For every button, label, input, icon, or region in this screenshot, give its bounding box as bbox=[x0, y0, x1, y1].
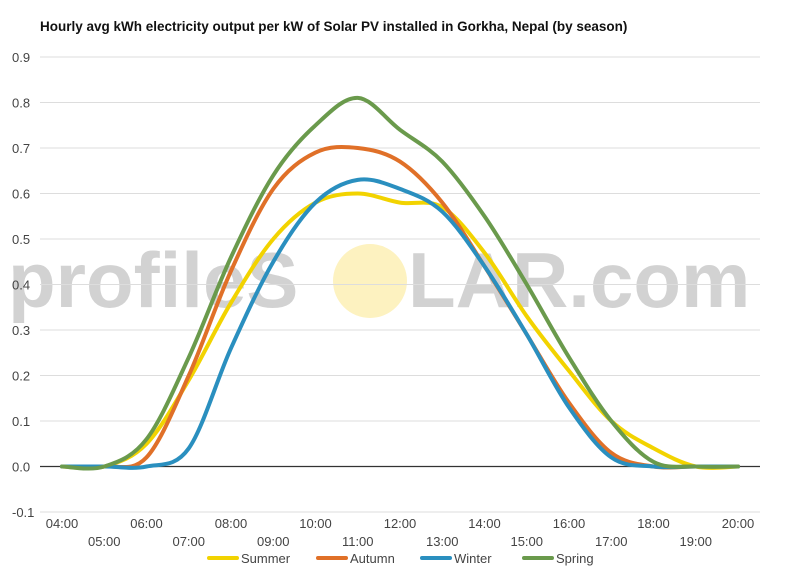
watermark-text-left: profileS bbox=[8, 236, 298, 324]
x-tick-label: 08:00 bbox=[215, 516, 248, 531]
x-tick-label: 04:00 bbox=[46, 516, 79, 531]
x-tick-label: 14:00 bbox=[468, 516, 501, 531]
series-line-winter bbox=[60, 177, 740, 470]
y-tick-label: 0.9 bbox=[12, 50, 30, 65]
x-tick-label: 06:00 bbox=[130, 516, 163, 531]
y-tick-label: 0.3 bbox=[12, 323, 30, 338]
series-line-spring bbox=[60, 95, 740, 471]
y-tick-label: 0.6 bbox=[12, 187, 30, 202]
watermark-sun-icon bbox=[333, 244, 407, 318]
legend-label-spring: Spring bbox=[556, 551, 594, 566]
y-tick-label: 0.4 bbox=[12, 278, 30, 293]
x-tick-label: 16:00 bbox=[553, 516, 586, 531]
legend-label-winter: Winter bbox=[454, 551, 492, 566]
x-tick-label: 09:00 bbox=[257, 534, 290, 549]
x-tick-label: 10:00 bbox=[299, 516, 332, 531]
x-tick-label: 05:00 bbox=[88, 534, 121, 549]
legend-label-summer: Summer bbox=[241, 551, 291, 566]
x-tick-label: 12:00 bbox=[384, 516, 417, 531]
x-tick-label: 18:00 bbox=[637, 516, 670, 531]
series-line-autumn bbox=[60, 144, 740, 470]
y-tick-label: -0.1 bbox=[12, 505, 34, 520]
x-tick-label: 07:00 bbox=[172, 534, 205, 549]
x-tick-label: 20:00 bbox=[722, 516, 755, 531]
y-tick-label: 0.2 bbox=[12, 369, 30, 384]
x-tick-label: 11:00 bbox=[342, 534, 374, 549]
y-tick-label: 0.7 bbox=[12, 141, 30, 156]
x-tick-label: 17:00 bbox=[595, 534, 628, 549]
y-tick-label: 0.0 bbox=[12, 460, 30, 475]
legend-label-autumn: Autumn bbox=[350, 551, 395, 566]
y-tick-label: 0.8 bbox=[12, 96, 30, 111]
x-tick-label: 15:00 bbox=[510, 534, 543, 549]
chart-title: Hourly avg kWh electricity output per kW… bbox=[40, 19, 628, 34]
watermark-text-right: LAR.com bbox=[408, 236, 750, 324]
x-tick-label: 19:00 bbox=[679, 534, 712, 549]
y-tick-label: 0.5 bbox=[12, 232, 30, 247]
y-tick-label: 0.1 bbox=[12, 414, 30, 429]
x-tick-label: 13:00 bbox=[426, 534, 459, 549]
